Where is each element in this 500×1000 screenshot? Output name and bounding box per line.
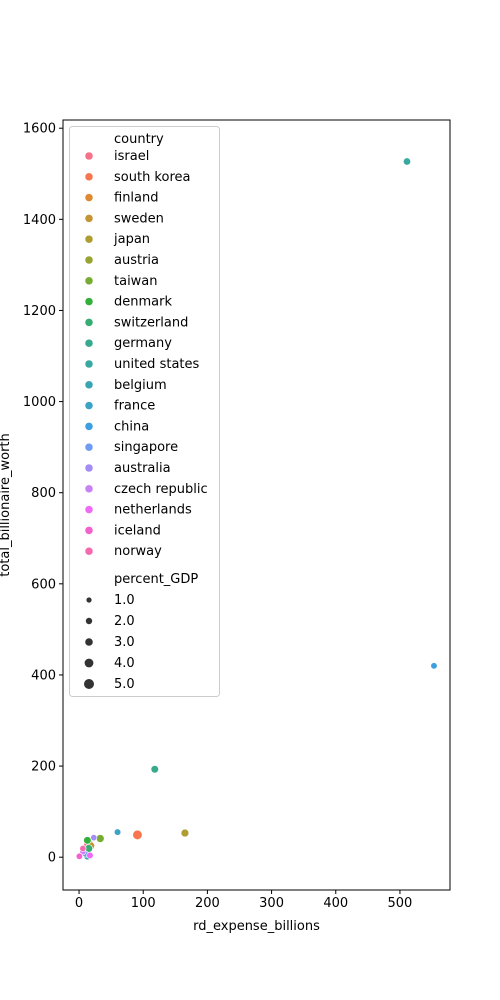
y-axis-label: total_billionaire_worth: [0, 433, 13, 577]
legend-marker: [84, 380, 94, 390]
legend-label: germany: [114, 336, 172, 351]
legend-marker: [84, 172, 94, 182]
y-tick-label: 0: [48, 851, 56, 866]
y-tick-label: 600: [31, 577, 56, 592]
data-point: [83, 836, 92, 845]
x-tick-label: 400: [323, 896, 348, 911]
legend-size-label: 5.0: [114, 677, 135, 692]
legend-label: austria: [114, 253, 159, 268]
legend-marker: [84, 546, 94, 556]
legend-size-label: 1.0: [114, 593, 135, 608]
x-axis-ticks: 0 100 200 300 400 500: [75, 890, 412, 911]
y-tick-label: 800: [31, 486, 56, 501]
legend-label: denmark: [114, 295, 172, 310]
y-tick-label: 1200: [23, 304, 56, 319]
data-point: [180, 828, 190, 838]
y-tick-label: 1400: [23, 213, 56, 228]
legend-label: japan: [113, 232, 150, 247]
legend-label: czech republic: [114, 482, 208, 497]
y-tick-label: 400: [31, 668, 56, 683]
legend-label: switzerland: [114, 315, 188, 330]
legend-hue-title: country: [114, 132, 164, 147]
y-tick-label: 200: [31, 760, 56, 775]
legend-size-marker: [85, 617, 93, 625]
legend-marker: [84, 505, 94, 514]
y-axis-ticks: 0 200 400 600 800 1000 1200 1400 1600: [23, 122, 63, 866]
legend-label: australia: [114, 461, 171, 476]
legend-label: norway: [114, 544, 162, 559]
legend-label: united states: [114, 357, 200, 372]
data-point: [95, 834, 105, 843]
y-tick-label: 1600: [23, 122, 56, 137]
legend-label: israel: [114, 149, 149, 164]
data-point: [79, 845, 87, 853]
legend-size-marker: [85, 638, 93, 646]
x-tick-label: 0: [75, 896, 83, 911]
x-tick-label: 300: [259, 896, 284, 911]
legend-label: taiwan: [114, 274, 158, 289]
data-point: [430, 662, 438, 670]
legend-marker: [84, 442, 94, 452]
legend-marker: [84, 234, 94, 244]
data-point: [132, 829, 143, 840]
legend-label: france: [114, 399, 155, 414]
legend-marker: [84, 463, 94, 473]
legend-label: belgium: [114, 378, 167, 393]
x-tick-label: 100: [131, 896, 156, 911]
legend-size-marker: [86, 597, 92, 603]
legend-marker: [84, 255, 94, 265]
legend-size-title: percent_GDP: [114, 572, 198, 587]
legend-size-label: 4.0: [114, 656, 135, 671]
legend-label: finland: [114, 191, 159, 206]
legend-marker: [84, 214, 94, 223]
legend-label: netherlands: [114, 503, 192, 518]
legend-size-marker: [84, 658, 94, 668]
legend-box: [69, 126, 220, 697]
data-point: [403, 157, 411, 166]
x-tick-label: 200: [195, 896, 220, 911]
legend-marker: [84, 338, 94, 348]
legend-marker: [84, 151, 94, 161]
legend-label: singapore: [114, 440, 178, 455]
legend-label: south korea: [114, 170, 190, 185]
legend-label: china: [114, 419, 149, 434]
legend-size-entries: 1.0 2.0 3.0 4.0 5.0: [84, 593, 135, 692]
legend-marker: [84, 401, 94, 410]
axes-frame: [62, 119, 451, 891]
x-axis-label: rd_expense_billions: [193, 919, 320, 934]
legend-label: sweden: [114, 211, 164, 226]
legend-marker: [84, 276, 94, 286]
legend-hue-entries: israel south korea finland sweden japan austr…: [84, 149, 208, 559]
data-point: [86, 851, 94, 859]
data-point: [150, 765, 159, 774]
legend-marker: [84, 484, 94, 494]
data-point: [75, 852, 83, 860]
legend-size-label: 2.0: [114, 614, 135, 629]
legend-size-marker: [84, 679, 94, 689]
legend-marker: [84, 359, 94, 369]
legend-size-label: 3.0: [114, 635, 135, 650]
data-point: [90, 834, 98, 842]
data-point: [113, 828, 122, 836]
legend-marker: [84, 297, 94, 306]
x-tick-label: 500: [388, 896, 413, 911]
y-tick-label: 1000: [23, 395, 56, 410]
legend: country israel south korea finland sweden ja…: [69, 126, 220, 697]
legend-marker: [84, 318, 94, 327]
legend-marker: [84, 193, 94, 202]
legend-marker: [84, 526, 94, 535]
data-points: [75, 157, 438, 861]
legend-label: iceland: [114, 523, 161, 538]
legend-marker: [84, 422, 94, 431]
